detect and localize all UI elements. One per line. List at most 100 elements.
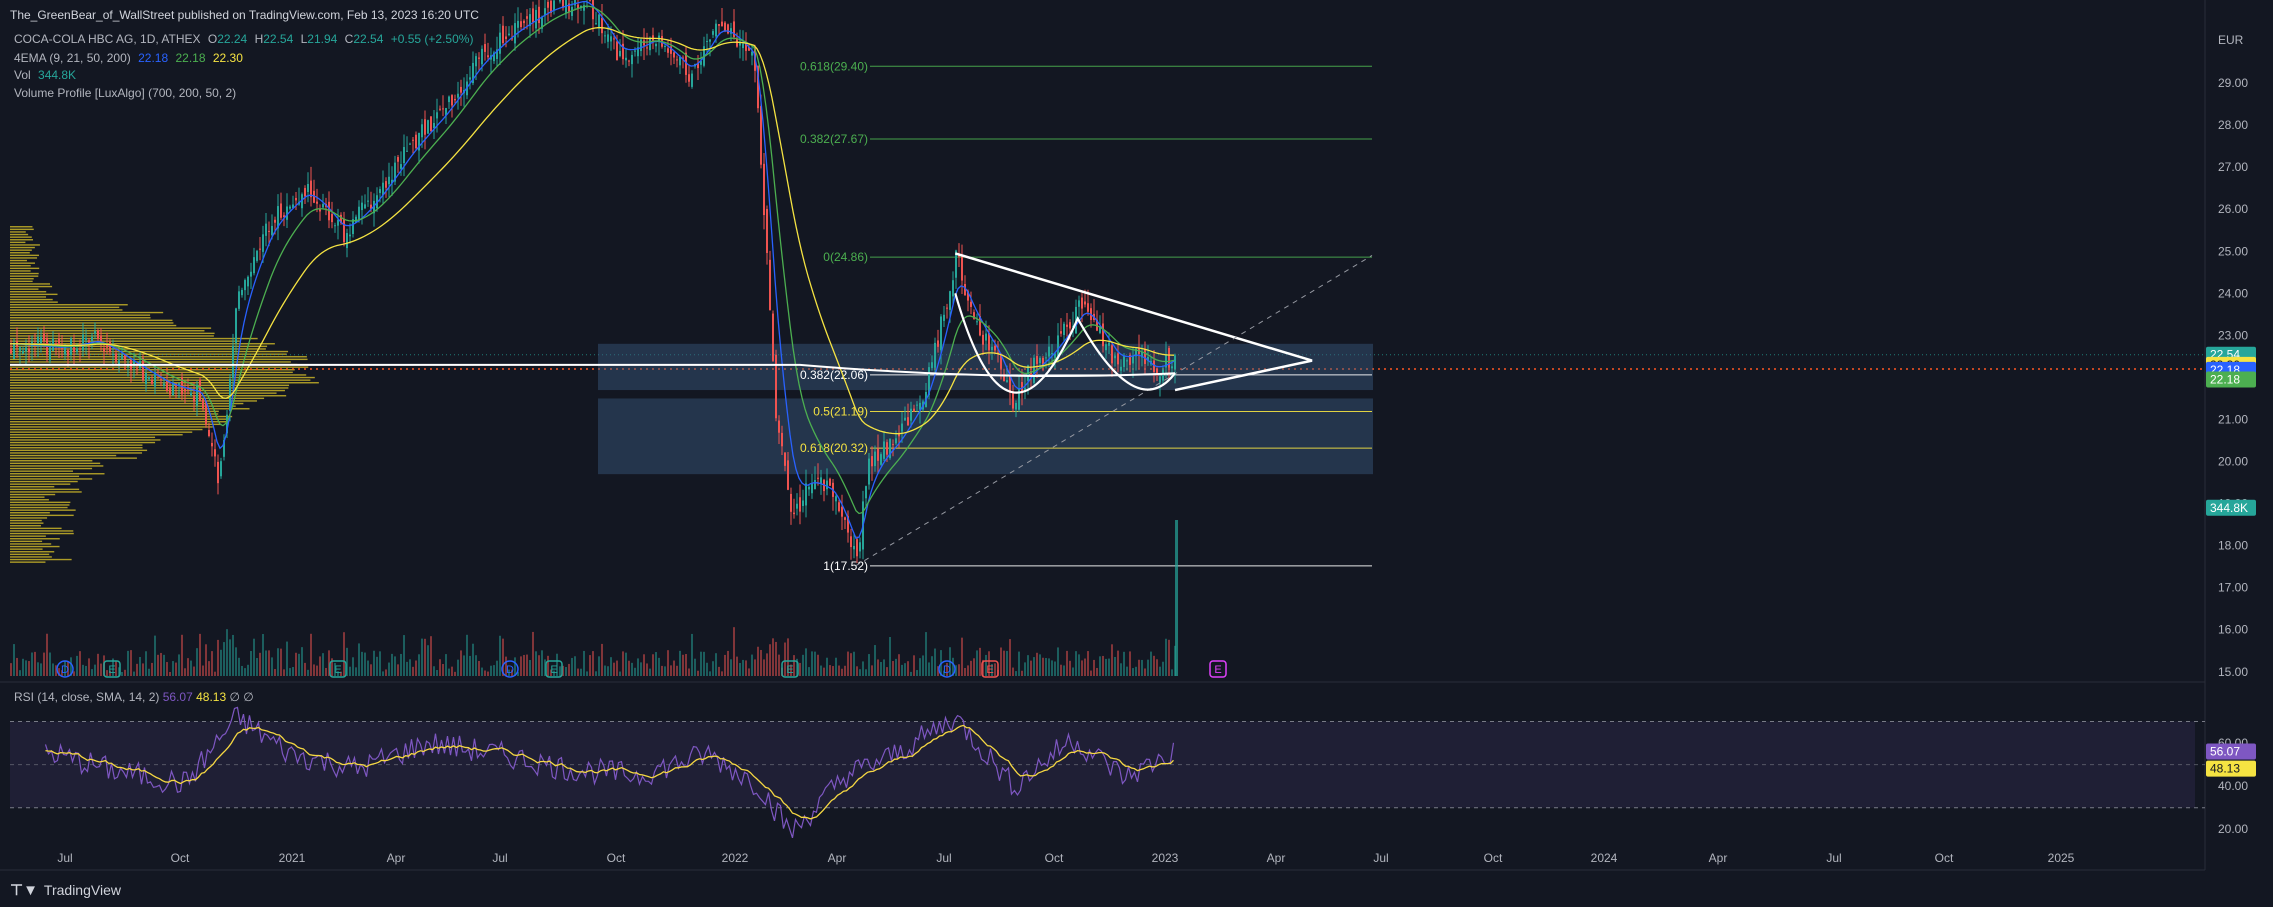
tradingview-logo[interactable]: ⊤▼ TradingView xyxy=(10,881,121,899)
volume-bar xyxy=(421,638,423,676)
volume-legend[interactable]: Vol 344.8K xyxy=(14,68,76,82)
volume-bar xyxy=(643,654,645,676)
candle-body xyxy=(718,24,720,26)
candle-body xyxy=(595,23,597,25)
candle-body xyxy=(106,345,108,348)
volume-profile-bar xyxy=(10,267,40,270)
volume-bar xyxy=(1135,666,1137,676)
candle-body xyxy=(238,291,240,309)
dividend-marker[interactable] xyxy=(938,660,956,678)
volume-bar xyxy=(511,669,513,676)
volume-bar xyxy=(595,671,597,676)
candle-body xyxy=(481,48,483,65)
candle-body xyxy=(67,350,69,356)
rsi-sma-line xyxy=(45,724,1174,820)
candle-body xyxy=(115,353,117,362)
earnings-marker[interactable] xyxy=(103,660,121,678)
candle-body xyxy=(499,32,501,54)
dividend-marker[interactable] xyxy=(501,660,519,678)
volume-bar xyxy=(382,671,384,676)
dividend-marker[interactable] xyxy=(56,660,74,678)
volume-bar xyxy=(700,651,702,676)
price-tick-label: 20.00 xyxy=(2218,455,2248,469)
volume-bar xyxy=(157,654,159,676)
volume-profile-bar xyxy=(10,379,311,381)
candle-body xyxy=(901,423,903,432)
candle-body xyxy=(979,316,981,336)
earnings-marker[interactable] xyxy=(1209,660,1227,678)
volume-profile-bar xyxy=(10,517,48,519)
volume-profile-bar xyxy=(10,527,62,530)
candle-body xyxy=(994,345,996,351)
earnings-marker[interactable] xyxy=(781,660,799,678)
earnings-marker[interactable] xyxy=(545,660,563,678)
candle-body xyxy=(967,291,969,301)
volume-bar xyxy=(799,662,801,676)
earnings-marker[interactable] xyxy=(329,660,347,678)
volume-bar xyxy=(412,666,414,676)
volume-bar xyxy=(238,657,240,676)
time-tick-label: Jul xyxy=(1373,851,1388,865)
volume-bar xyxy=(253,638,255,676)
volume-profile-bar xyxy=(10,280,33,283)
candle-body xyxy=(691,73,693,87)
volume-bar xyxy=(205,644,207,676)
candle-body xyxy=(790,493,792,512)
volume-bar xyxy=(988,651,990,676)
volume-bar xyxy=(895,658,897,676)
candle-body xyxy=(76,348,78,352)
volume-bar xyxy=(856,666,858,676)
rsi-legend[interactable]: RSI (14, close, SMA, 14, 2) 56.07 48.13 … xyxy=(14,690,254,704)
candle-body xyxy=(949,291,951,310)
volume-bar xyxy=(562,665,564,676)
candle-body xyxy=(913,408,915,412)
fib-label: 0.618(29.40) xyxy=(800,59,868,73)
earnings-marker[interactable] xyxy=(981,660,999,678)
volume-profile-bar xyxy=(10,306,120,309)
candle-body xyxy=(355,216,357,223)
candle-body xyxy=(208,429,210,437)
candle-body xyxy=(799,497,801,512)
time-tick-label: Jul xyxy=(1826,851,1841,865)
candle-body xyxy=(526,16,528,19)
candle-body xyxy=(295,197,297,201)
volume-bar xyxy=(673,660,675,676)
volume-profile-bar xyxy=(10,270,31,272)
candle-body xyxy=(160,379,162,381)
candle-body xyxy=(1057,335,1059,360)
volume-bar xyxy=(1063,665,1065,676)
candle-body xyxy=(166,380,168,392)
candle-body xyxy=(1129,354,1131,365)
symbol-name[interactable]: COCA-COLA HBC AG, 1D, ATHEX xyxy=(14,32,201,46)
fib-label: 0(24.86) xyxy=(823,250,868,264)
candle-body xyxy=(670,46,672,54)
volume-bar xyxy=(1096,667,1098,676)
volume-profile-bar xyxy=(10,265,31,267)
candle-body xyxy=(673,52,675,58)
volume-bar xyxy=(184,668,186,676)
volume-profile-legend[interactable]: Volume Profile [LuxAlgo] (700, 200, 50, … xyxy=(14,86,236,100)
volume-profile-bar xyxy=(10,384,290,387)
candle-body xyxy=(676,59,678,61)
volume-profile-bar xyxy=(10,447,143,449)
volume-profile-bar xyxy=(10,361,291,363)
time-tick-label: Oct xyxy=(1935,851,1954,865)
volume-bar xyxy=(490,665,492,676)
candle-body xyxy=(883,441,885,459)
volume-profile-bar xyxy=(10,415,233,418)
ema-legend[interactable]: 4EMA (9, 21, 50, 200) 22.18 22.18 22.30 xyxy=(14,51,243,65)
candle-body xyxy=(664,45,666,47)
volume-bar xyxy=(652,654,654,676)
volume-bar xyxy=(493,665,495,676)
volume-bar xyxy=(217,639,219,676)
volume-bar xyxy=(844,665,846,676)
ema-label: 4EMA (9, 21, 50, 200) xyxy=(14,51,131,65)
candle-body xyxy=(514,23,516,44)
volume-bar xyxy=(577,668,579,676)
candle-body xyxy=(37,336,39,346)
candle-body xyxy=(49,343,51,361)
candle-body xyxy=(103,348,105,352)
volume-bar xyxy=(514,657,516,676)
volume-profile-bar xyxy=(10,259,27,262)
